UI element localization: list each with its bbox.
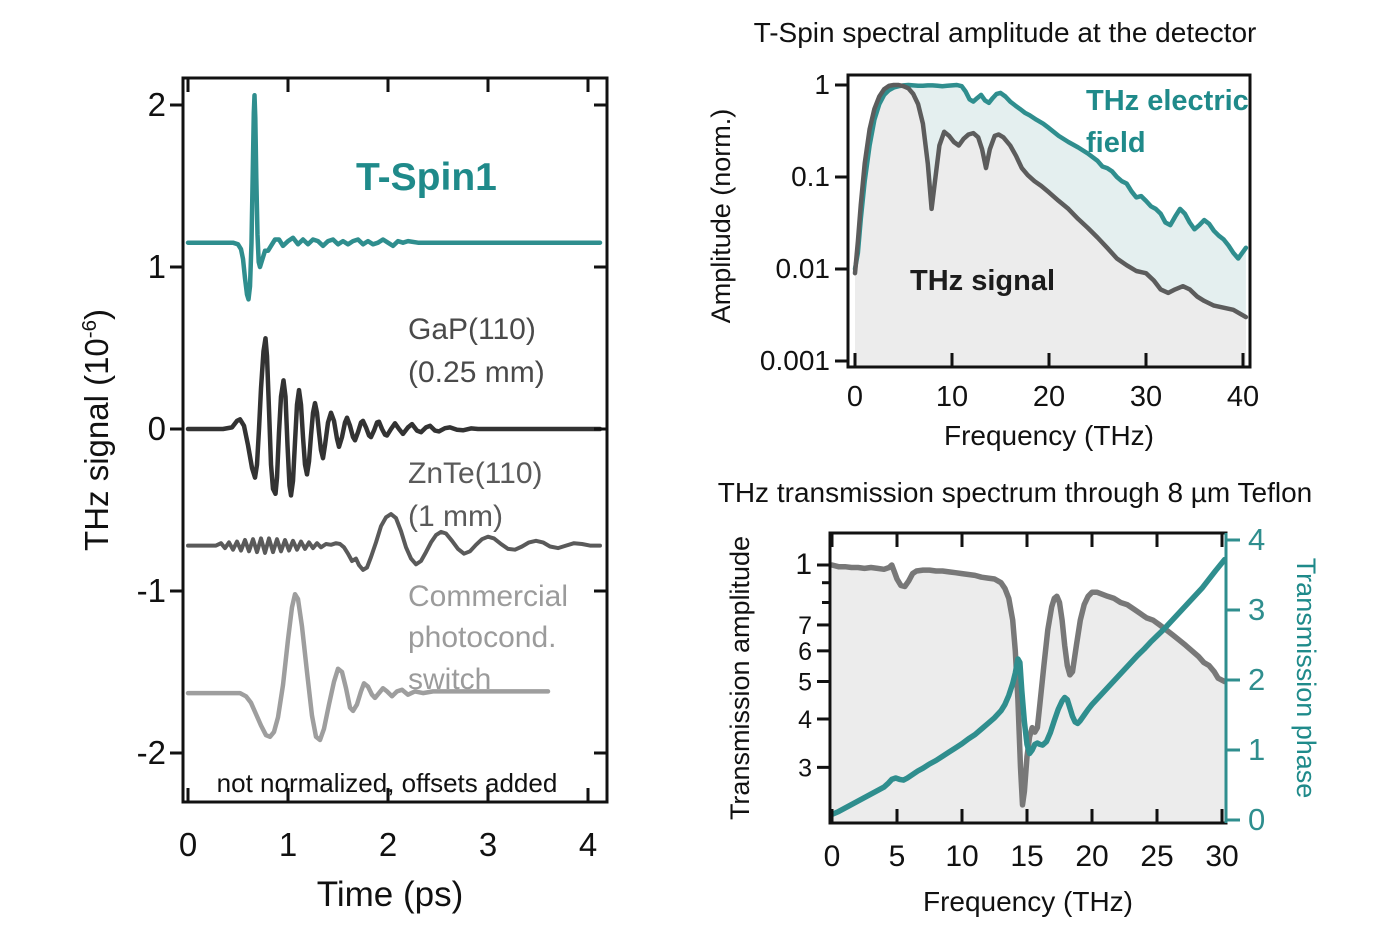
time-plot-frame (181, 76, 609, 804)
curve-thz-signal (852, 82, 1249, 320)
xtick-label: 2 (379, 826, 397, 863)
right-ytick-label: 2 (1248, 662, 1265, 697)
trace-t-spin1 (185, 93, 603, 302)
xtick-label: 4 (579, 826, 597, 863)
left-ytick-label: 7 (798, 612, 812, 640)
left-ytick-label: 5 (798, 668, 812, 696)
right-ytick-label: 3 (1248, 592, 1265, 627)
xtick-label: 25 (1140, 840, 1173, 873)
ytick-label: -2 (137, 734, 166, 771)
xtick-label: 10 (945, 840, 978, 873)
xtick-label: 0 (847, 381, 863, 413)
ytick-label: 0.1 (791, 161, 830, 192)
left-ytick-label: 4 (798, 706, 812, 734)
ytick-label: -1 (137, 572, 166, 609)
curve-transmission-amplitude (829, 562, 1228, 808)
curve-transmission-phase (829, 556, 1228, 818)
trace-commercial (185, 591, 551, 743)
xtick-label: 40 (1227, 381, 1259, 413)
xtick-label: 30 (1130, 381, 1162, 413)
xtick-label: 10 (936, 381, 968, 413)
xtick-label: 1 (279, 826, 297, 863)
ytick-label: 0 (148, 410, 166, 447)
left-ytick-label: 6 (798, 638, 812, 666)
xtick-label: 20 (1075, 840, 1108, 873)
xtick-label: 30 (1205, 840, 1238, 873)
ytick-label: 1 (814, 69, 830, 100)
trace-gap (185, 336, 603, 498)
ytick-label: 1 (148, 248, 166, 285)
xtick-label: 3 (479, 826, 497, 863)
xtick-label: 15 (1010, 840, 1043, 873)
ytick-label: 0.001 (760, 345, 830, 376)
right-ytick-label: 1 (1248, 732, 1265, 767)
right-ytick-label: 4 (1248, 522, 1265, 557)
left-ytick-label: 1 (795, 548, 812, 581)
xtick-label: 0 (179, 826, 197, 863)
xtick-label: 20 (1033, 381, 1065, 413)
xtick-label: 0 (824, 840, 841, 873)
trace-znte (186, 512, 602, 572)
amplitude-area (832, 565, 1225, 823)
curve-thz-electric-field (852, 82, 1249, 272)
left-ytick-label: 3 (798, 754, 812, 782)
ytick-label: 0.01 (776, 253, 831, 284)
signal-area (855, 85, 1246, 367)
xtick-label: 5 (889, 840, 906, 873)
ytick-label: 2 (148, 86, 166, 123)
right-ytick-label: 0 (1248, 802, 1265, 837)
